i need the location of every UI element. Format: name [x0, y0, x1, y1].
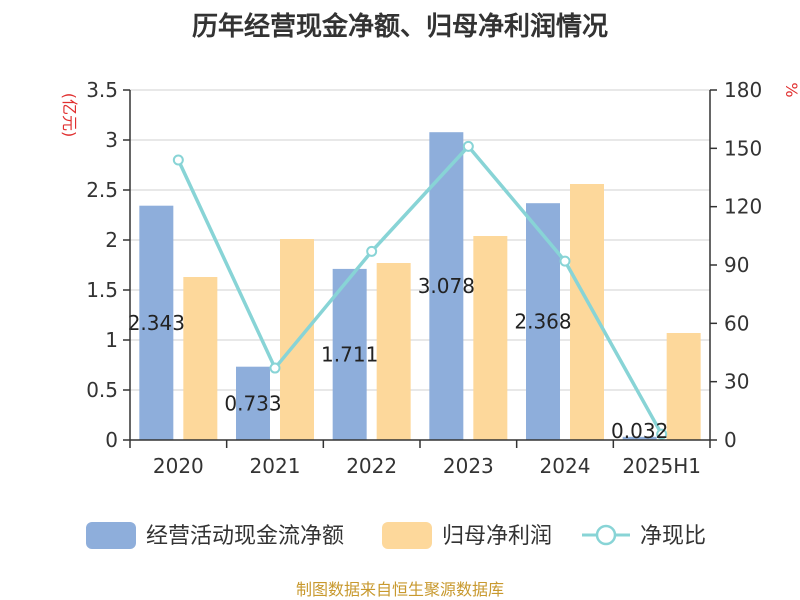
legend-marker-ratio [595, 524, 617, 546]
ratio-point [172, 154, 184, 166]
left-tick-label: 0 [105, 428, 118, 452]
right-tick-label: 90 [724, 253, 749, 277]
x-tick-label: 2020 [153, 454, 204, 478]
right-tick-label: 0 [724, 428, 737, 452]
legend-label-net-profit: 归母净利润 [442, 524, 552, 549]
left-tick-label: 2.5 [86, 178, 118, 202]
x-tick-label: 2023 [443, 454, 494, 478]
bar-net-profit [376, 263, 411, 440]
bar-cash-flow [622, 436, 657, 440]
legend-label-ratio: 净现比 [640, 524, 706, 549]
axes: 0 0.5 1 1.5 2 2.5 3 3.5 0 30 60 90 120 150 180 2020 2021… [86, 78, 762, 478]
ratio-point [559, 255, 571, 267]
bar-value-label: 0.032 [611, 419, 668, 443]
legend-label-cash-flow: 经营活动现金流净额 [146, 524, 344, 549]
left-tick-label: 1.5 [86, 278, 118, 302]
bar-value-label: 3.078 [418, 274, 475, 298]
left-axis-unit: (亿元) [60, 93, 79, 138]
x-tick-label: 2022 [346, 454, 397, 478]
right-tick-label: 180 [724, 78, 762, 102]
bar-value-label: 0.733 [224, 391, 281, 415]
bar-value-label: 2.368 [514, 310, 571, 334]
bar-net-profit [473, 236, 508, 440]
right-tick-label: 150 [724, 136, 762, 160]
x-tick-label: 2024 [540, 454, 591, 478]
bar-net-profit [666, 333, 701, 440]
legend-swatch-net-profit [382, 522, 432, 549]
bar-cash-flow [236, 366, 270, 440]
left-tick-label: 2 [105, 228, 118, 252]
right-tick-label: 120 [724, 195, 762, 219]
legend: 经营活动现金流净额 归母净利润 净现比 [86, 522, 706, 549]
bar-value-label: 2.343 [128, 311, 185, 335]
bar-net-profit [570, 184, 604, 440]
left-tick-label: 1 [105, 328, 118, 352]
bar-value-label: 1.711 [321, 342, 378, 366]
source-note: 制图数据来自恒生聚源数据库 [296, 580, 504, 599]
ratio-point [366, 245, 378, 257]
right-tick-label: 30 [724, 370, 749, 394]
ratio-point [269, 362, 281, 374]
legend-swatch-cash-flow [86, 522, 136, 549]
ratio-point [656, 428, 668, 440]
left-tick-label: 3.5 [86, 78, 118, 102]
right-axis-unit: % [782, 82, 800, 97]
chart-title: 历年经营现金净额、归母净利润情况 [192, 11, 608, 42]
bar-cash-flow [526, 203, 560, 440]
left-tick-label: 0.5 [86, 378, 118, 402]
ratio-line-path [176, 143, 664, 436]
ratio-point [462, 140, 474, 152]
x-tick-label: 2025H1 [622, 454, 701, 478]
bar-labels: 2.343 0.733 1.711 3.078 2.368 0.032 [128, 274, 669, 443]
right-tick-label: 60 [724, 311, 749, 335]
gridlines [130, 89, 710, 391]
ratio-line [172, 140, 668, 440]
x-tick-label: 2021 [250, 454, 301, 478]
bar-cash-flow [332, 268, 367, 440]
bar-cash-flow [139, 205, 174, 440]
bar-net-profit [183, 277, 218, 440]
left-tick-label: 3 [105, 128, 118, 152]
